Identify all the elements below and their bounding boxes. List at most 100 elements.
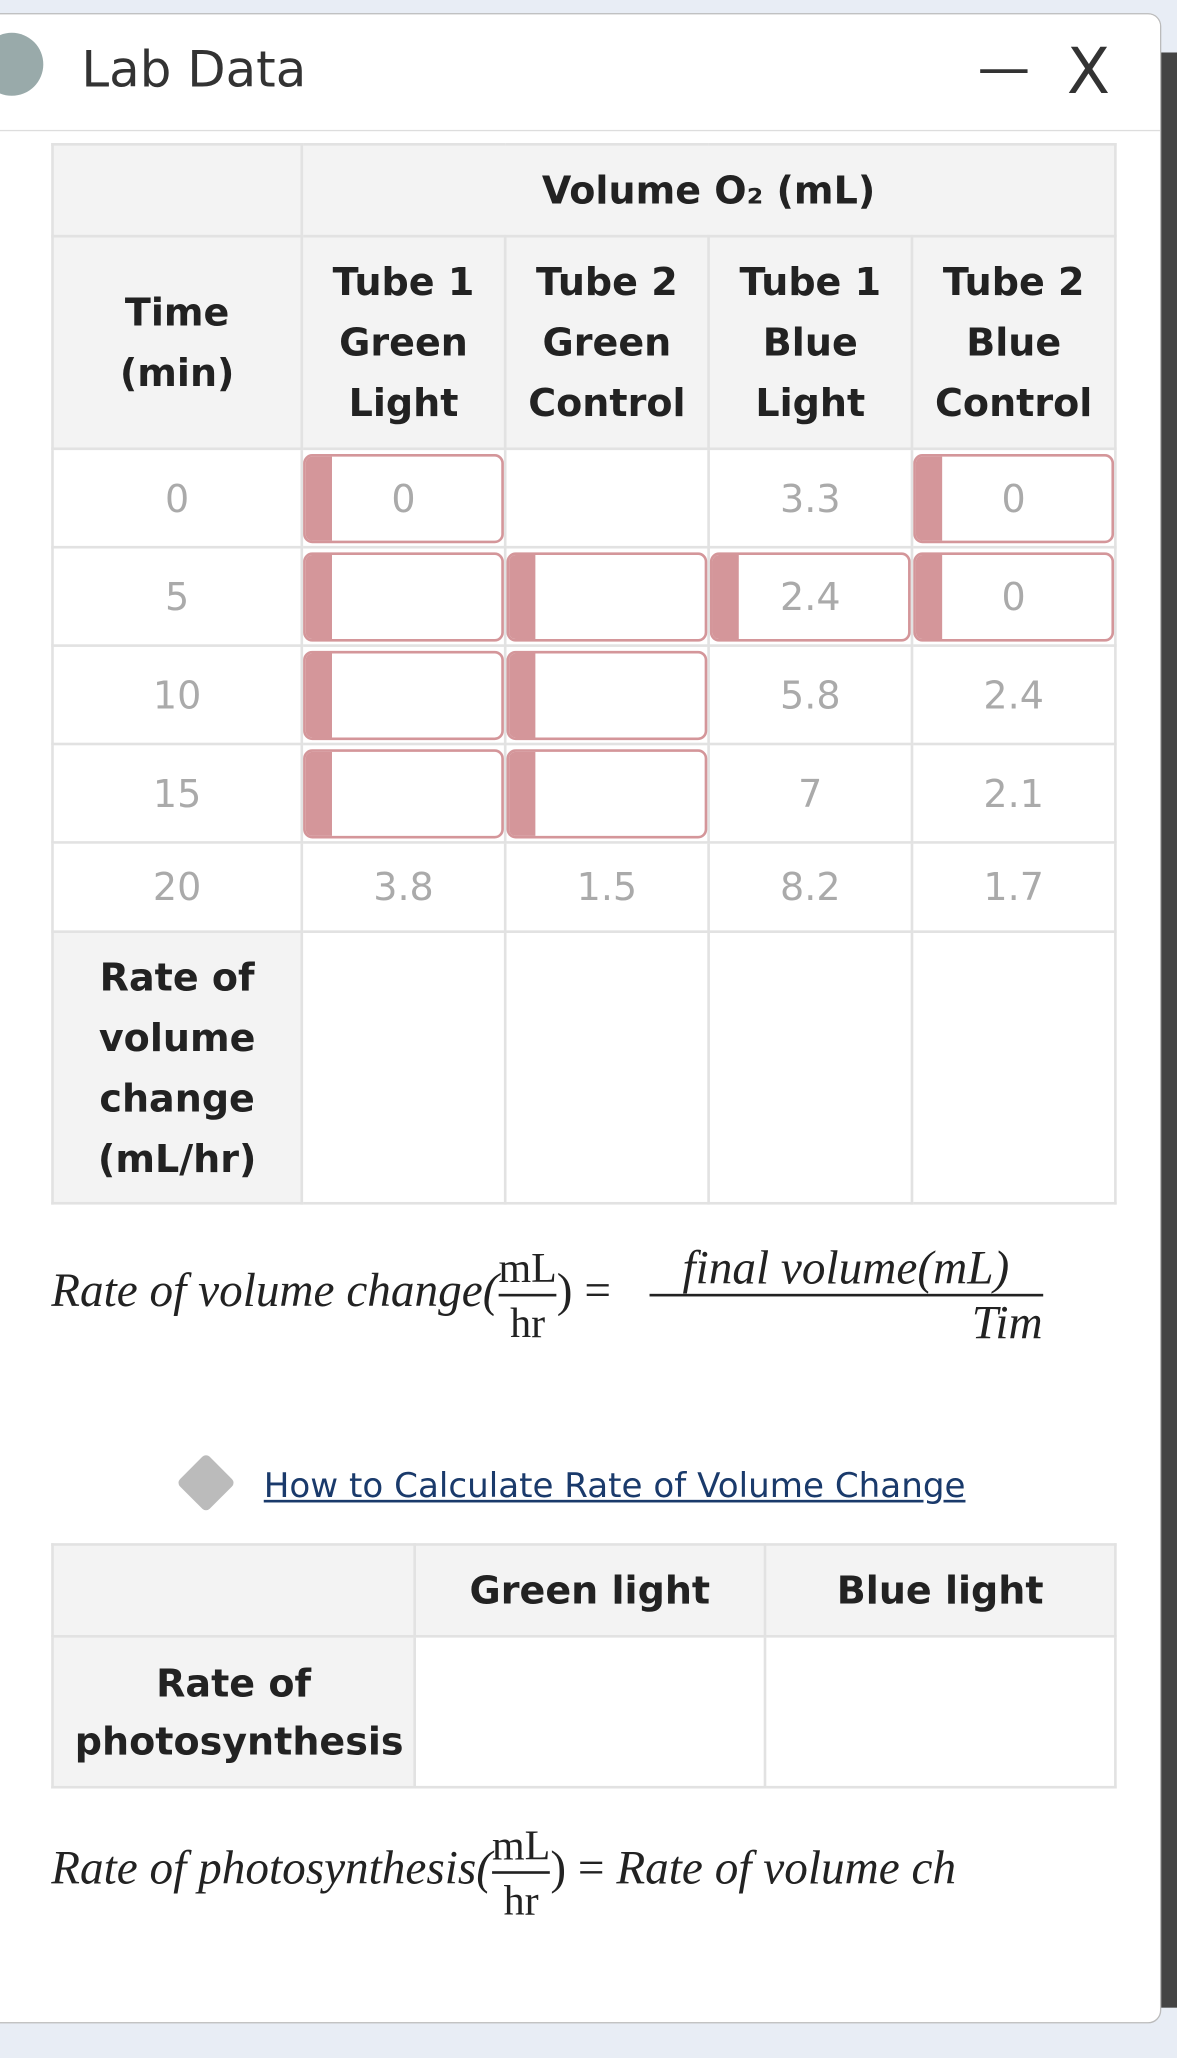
data-cell: 2.4 [707,545,914,647]
rate-row: Rate of volume change (mL/hr) [51,930,1117,1205]
cell-value: 0 [165,475,190,521]
empty-cell [413,1635,767,1789]
header-row: Volume O₂ (mL) [51,143,1117,238]
formula-lhs: Rate of volume change( [51,1263,499,1317]
data-cell [503,742,710,844]
empty-cell [503,930,710,1205]
flask-icon [0,32,44,96]
input-field[interactable]: 0 [913,453,1115,543]
data-cell: 8.2 [707,841,914,933]
data-cell: 0 [300,447,507,549]
data-cell: 10 [51,644,304,746]
cell-value: 8.2 [780,864,841,910]
photosynthesis-formula: Rate of photosynthesis(mL hr) = Rate of v… [51,1819,1101,1927]
header-row: Time (min) Tube 1 Green Light Tube 2 Green… [51,234,1117,451]
panel-header: Lab Data — X [0,14,1160,132]
cell-value: 20 [152,864,202,910]
data-cell: 0 [51,447,304,549]
cell-value: 2.4 [983,672,1044,718]
corner-cell [51,1543,416,1638]
row-header: Rate of volume change (mL/hr) [51,930,304,1205]
cell-value: 3.3 [780,475,841,521]
data-cell [300,545,507,647]
header-row: Green light Blue light [51,1543,1117,1638]
empty-cell [910,930,1117,1205]
cell-value: 1.7 [983,864,1044,910]
empty-cell [300,930,507,1205]
cell-value: 5.8 [780,672,841,718]
data-cell: 5.8 [707,644,914,746]
close-button[interactable]: X [1066,35,1110,109]
column-header: Tube 2 Blue Control [910,234,1117,451]
input-field[interactable] [303,551,504,642]
numerator: final volume(mL) [649,1241,1043,1297]
group-header: Volume O₂ (mL) [300,143,1117,238]
formula-rhs: Rate of volume ch [616,1841,957,1894]
input-field[interactable] [506,551,708,642]
lab-data-panel: Lab Data — X Volume O₂ (mL) Time (min) Tub… [0,13,1162,2024]
formula-eq: ) = [556,1263,611,1317]
data-cell [503,545,710,647]
empty-cell [763,1635,1117,1789]
formula-eq: ) = [550,1841,605,1894]
photosynthesis-table: Green light Blue light Rate of photosynthe… [51,1543,1117,1789]
denominator: Tim [649,1296,1043,1348]
column-header: Tube 1 Blue Light [707,234,914,451]
data-row: 15 7 2.1 [51,742,1117,844]
data-cell: 7 [707,742,914,844]
cell-value: 3.8 [373,864,434,910]
cell-value: 7 [798,770,823,816]
data-row: 5 2.4 0 [51,545,1117,647]
input-field[interactable] [506,748,708,838]
data-cell: 3.3 [707,447,914,549]
cell-value: 10 [152,672,202,718]
cell-value: 2.1 [983,770,1044,816]
data-cell [503,447,710,549]
denominator: hr [510,1299,546,1347]
numerator: mL [498,1241,557,1297]
formula-lhs: Rate of photosynthesis( [51,1841,493,1894]
input-field[interactable]: 0 [913,551,1115,642]
denominator-text: Tim [971,1296,1043,1349]
input-field[interactable]: 2.4 [709,551,911,642]
cell-value: 1.5 [576,864,638,910]
tag-icon [176,1453,236,1513]
data-cell [300,742,507,844]
help-link[interactable]: How to Calculate Rate of Volume Change [263,1467,966,1507]
minimize-button[interactable]: — [977,38,1031,99]
data-row: Rate of photosynthesis [51,1635,1117,1789]
data-row: 0 0 3.3 0 [51,447,1117,549]
panel-title: Lab Data [81,40,307,99]
data-cell: 1.7 [910,841,1117,933]
volume-table: Volume O₂ (mL) Time (min) Tube 1 Green Lig… [51,143,1117,1205]
data-cell: 3.8 [300,841,507,933]
corner-cell [51,143,304,238]
input-field[interactable] [303,748,504,838]
column-header: Green light [413,1543,767,1638]
data-cell: 5 [51,545,304,647]
empty-cell [707,930,914,1205]
data-cell [300,644,507,746]
cell-value: 15 [152,770,202,816]
data-row: 10 5.8 2.4 [51,644,1117,746]
numerator-text: final volume(mL) [682,1241,1010,1294]
data-cell: 2.1 [910,742,1117,844]
rate-formula: Rate of volume change(mL hr) = final volu… [51,1241,1101,1349]
input-field[interactable] [506,650,708,740]
background-page [1159,52,1177,2008]
data-cell: 0 [910,545,1117,647]
data-cell: 0 [910,447,1117,549]
input-field[interactable]: 0 [303,453,504,543]
data-cell [503,644,710,746]
fraction: final volume(mL) Tim [649,1241,1043,1349]
data-cell: 15 [51,742,304,844]
data-cell: 1.5 [503,841,710,933]
column-header: Blue light [763,1543,1117,1638]
column-header: Tube 1 Green Light [300,234,507,451]
input-field[interactable] [303,650,504,740]
cell-value: 5 [165,574,190,619]
column-header: Tube 2 Green Control [503,234,710,451]
